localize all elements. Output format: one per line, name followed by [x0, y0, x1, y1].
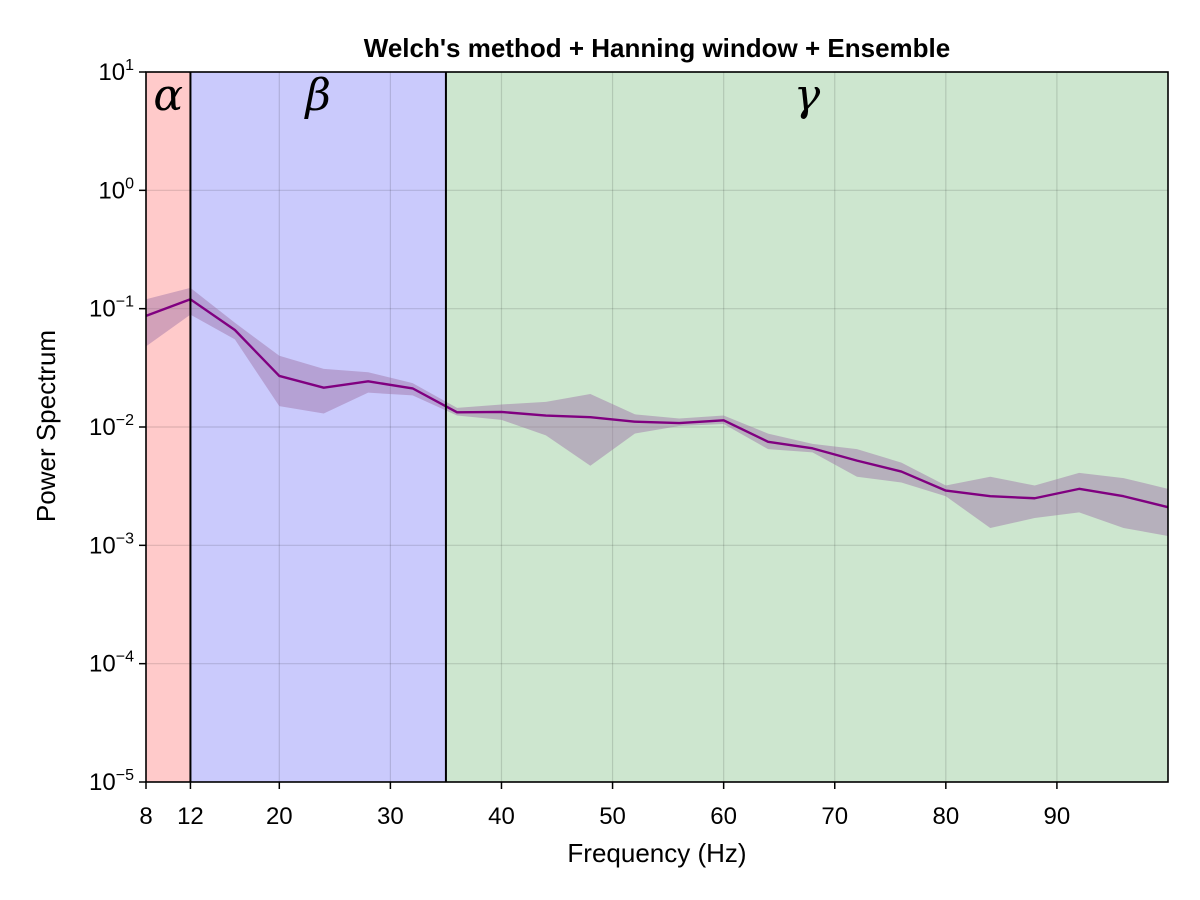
x-tick-label: 50 — [599, 803, 626, 830]
y-axis-label: Power Spectrum — [31, 330, 61, 522]
band-1 — [190, 72, 446, 782]
x-tick-label: 40 — [488, 803, 515, 830]
band-label-0: α — [153, 70, 183, 121]
y-tick-label: 101 — [98, 57, 134, 86]
x-tick-label: 12 — [177, 803, 204, 830]
band-boundaries — [189, 72, 447, 782]
series-0-line — [145, 298, 1169, 509]
x-tick-label: 60 — [710, 803, 737, 830]
x-tick-label: 30 — [377, 803, 404, 830]
band-label-2: γ — [794, 70, 821, 121]
series-0-band — [146, 287, 1168, 536]
y-tick-label: 10−1 — [89, 294, 134, 323]
y-axis-ticks: 101 100 10−1 10−2 10−3 10−4 10−5 — [89, 57, 146, 796]
x-tick-label: 80 — [932, 803, 959, 830]
series-lines — [145, 298, 1169, 509]
x-tick-label: 8 — [139, 803, 152, 830]
band-labels: α β γ — [153, 70, 820, 121]
chart-title: Welch's method + Hanning window + Ensemb… — [364, 33, 950, 63]
x-tick-label: 70 — [821, 803, 848, 830]
y-tick-label: 10−3 — [89, 530, 134, 559]
confidence-band — [146, 287, 1168, 536]
x-tick-label: 20 — [266, 803, 293, 830]
frequency-bands — [146, 72, 1168, 782]
band-0 — [146, 72, 191, 782]
band-label-1: β — [303, 70, 330, 121]
x-tick-label: 90 — [1044, 803, 1071, 830]
y-tick-label: 10−2 — [89, 412, 134, 441]
x-axis-ticks: 8 12 20 30 40 50 60 70 80 90 — [139, 782, 1070, 830]
y-tick-label: 10−4 — [89, 649, 134, 678]
y-tick-label: 10−5 — [89, 767, 134, 796]
x-axis-label: Frequency (Hz) — [567, 838, 746, 868]
y-tick-label: 100 — [98, 175, 134, 204]
band-2 — [445, 72, 1168, 782]
